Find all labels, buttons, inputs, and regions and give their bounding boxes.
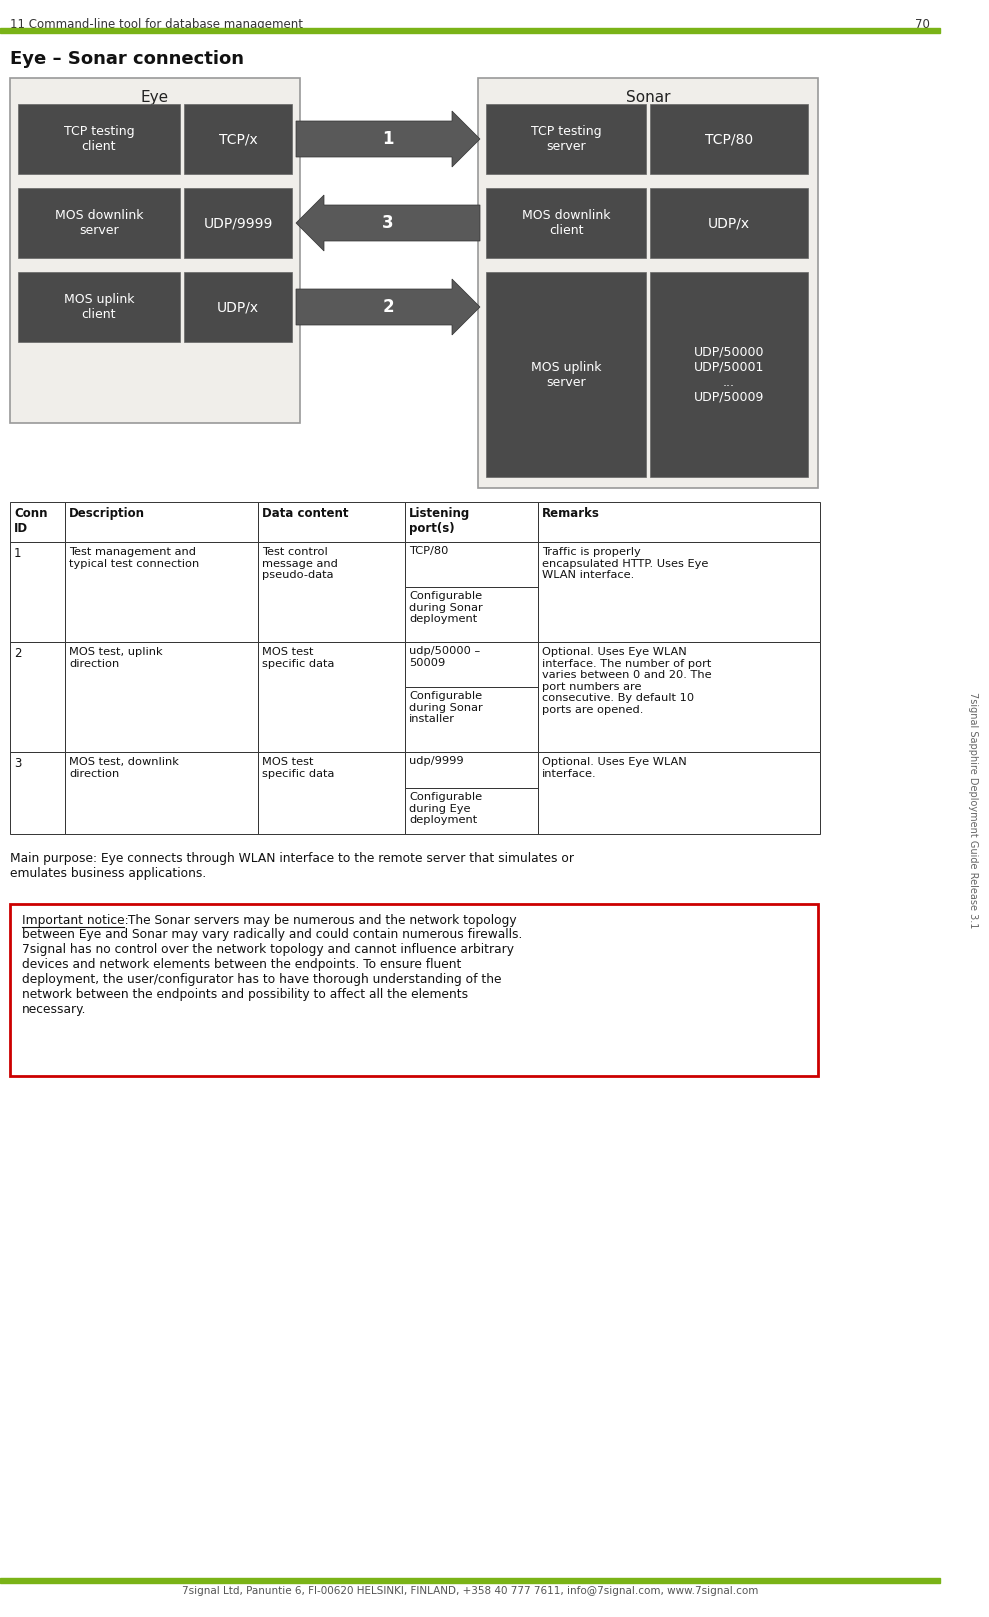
Text: Important notice:: Important notice:	[22, 914, 129, 927]
Bar	[10, 501, 65, 542]
Text: udp/50000 –
50009: udp/50000 – 50009	[409, 647, 481, 668]
Text: TCP/x: TCP/x	[219, 133, 257, 146]
Bar	[18, 272, 180, 343]
Bar	[486, 272, 646, 477]
Text: Optional. Uses Eye WLAN
interface. The number of port
varies between 0 and 20. T: Optional. Uses Eye WLAN interface. The n…	[542, 647, 712, 715]
Polygon shape	[296, 280, 480, 335]
Bar	[65, 642, 258, 752]
Bar	[478, 78, 818, 488]
Text: Data content: Data content	[262, 508, 348, 521]
Text: Configurable
during Sonar
installer: Configurable during Sonar installer	[409, 690, 483, 724]
Bar	[538, 752, 820, 834]
Text: TCP testing
server: TCP testing server	[531, 125, 601, 154]
Bar	[486, 188, 646, 259]
Bar	[258, 642, 405, 752]
Bar	[18, 188, 180, 259]
Bar	[405, 642, 538, 687]
Bar	[538, 542, 820, 642]
Text: 3: 3	[14, 757, 22, 770]
Text: MOS test
specific data: MOS test specific data	[262, 647, 334, 668]
Text: UDP/9999: UDP/9999	[204, 217, 273, 230]
Text: MOS test, uplink
direction: MOS test, uplink direction	[69, 647, 162, 668]
Bar	[538, 501, 820, 542]
Text: 3: 3	[382, 213, 394, 231]
Bar	[10, 642, 65, 752]
Bar	[184, 272, 292, 343]
Text: Conn
ID: Conn ID	[14, 508, 47, 535]
Bar	[10, 752, 65, 834]
Text: between Eye and Sonar may vary radically and could contain numerous firewalls.
7: between Eye and Sonar may vary radically…	[22, 928, 522, 1015]
Text: 7signal Ltd, Panuntie 6, FI-00620 HELSINKI, FINLAND, +358 40 777 7611, info@7sig: 7signal Ltd, Panuntie 6, FI-00620 HELSIN…	[182, 1586, 759, 1596]
Text: MOS downlink
server: MOS downlink server	[54, 209, 143, 238]
Bar	[0, 1578, 940, 1583]
Bar	[10, 78, 300, 424]
Bar	[18, 103, 180, 175]
Text: 11 Command-line tool for database management: 11 Command-line tool for database manage…	[10, 18, 303, 31]
Text: The Sonar servers may be numerous and the network topology: The Sonar servers may be numerous and th…	[124, 914, 516, 927]
Bar	[405, 542, 538, 587]
Text: 70: 70	[915, 18, 930, 31]
Bar	[486, 103, 646, 175]
Bar	[10, 904, 818, 1075]
Text: TCP/80: TCP/80	[409, 547, 448, 556]
Bar	[0, 27, 940, 32]
Polygon shape	[296, 196, 480, 251]
Bar	[650, 188, 808, 259]
Bar	[650, 272, 808, 477]
Text: Test control
message and
pseudo-data: Test control message and pseudo-data	[262, 547, 338, 581]
Bar	[405, 587, 538, 642]
Polygon shape	[296, 112, 480, 167]
Bar	[258, 501, 405, 542]
Text: Configurable
during Eye
deployment: Configurable during Eye deployment	[409, 792, 482, 825]
Bar	[405, 752, 538, 787]
Text: UDP/x: UDP/x	[217, 301, 259, 314]
Text: UDP/50000
UDP/50001
...
UDP/50009: UDP/50000 UDP/50001 ... UDP/50009	[693, 346, 764, 404]
Bar	[258, 752, 405, 834]
Text: UDP/x: UDP/x	[708, 217, 750, 230]
Bar	[184, 103, 292, 175]
Text: 2: 2	[382, 298, 394, 315]
Text: Traffic is properly
encapsulated HTTP. Uses Eye
WLAN interface.: Traffic is properly encapsulated HTTP. U…	[542, 547, 708, 581]
Bar	[405, 687, 538, 752]
Bar	[405, 501, 538, 542]
Text: udp/9999: udp/9999	[409, 757, 464, 766]
Bar	[258, 542, 405, 642]
Text: Optional. Uses Eye WLAN
interface.: Optional. Uses Eye WLAN interface.	[542, 757, 686, 779]
Text: TCP/80: TCP/80	[705, 133, 753, 146]
Text: MOS uplink
server: MOS uplink server	[531, 361, 601, 388]
Text: MOS test, downlink
direction: MOS test, downlink direction	[69, 757, 179, 779]
Text: Sonar: Sonar	[626, 91, 671, 105]
Bar	[184, 188, 292, 259]
Text: 7signal Sapphire Deployment Guide Release 3.1: 7signal Sapphire Deployment Guide Releas…	[968, 692, 978, 928]
Text: Eye: Eye	[141, 91, 169, 105]
Text: Description: Description	[69, 508, 145, 521]
Bar	[65, 542, 258, 642]
Bar	[65, 752, 258, 834]
Text: TCP testing
client: TCP testing client	[63, 125, 135, 154]
Text: MOS test
specific data: MOS test specific data	[262, 757, 334, 779]
Text: Main purpose: Eye connects through WLAN interface to the remote server that simu: Main purpose: Eye connects through WLAN …	[10, 852, 574, 880]
Text: 1: 1	[14, 547, 22, 559]
Text: Configurable
during Sonar
deployment: Configurable during Sonar deployment	[409, 590, 483, 624]
Text: Eye – Sonar connection: Eye – Sonar connection	[10, 50, 244, 68]
Text: MOS uplink
client: MOS uplink client	[63, 293, 135, 322]
Bar	[65, 501, 258, 542]
Text: MOS downlink
client: MOS downlink client	[522, 209, 610, 238]
Text: Test management and
typical test connection: Test management and typical test connect…	[69, 547, 199, 569]
Bar	[538, 642, 820, 752]
Bar	[405, 787, 538, 834]
Bar	[10, 542, 65, 642]
Text: Remarks: Remarks	[542, 508, 600, 521]
Text: 2: 2	[14, 647, 22, 660]
Text: 1: 1	[383, 129, 394, 149]
Bar	[650, 103, 808, 175]
Text: Listening
port(s): Listening port(s)	[409, 508, 470, 535]
